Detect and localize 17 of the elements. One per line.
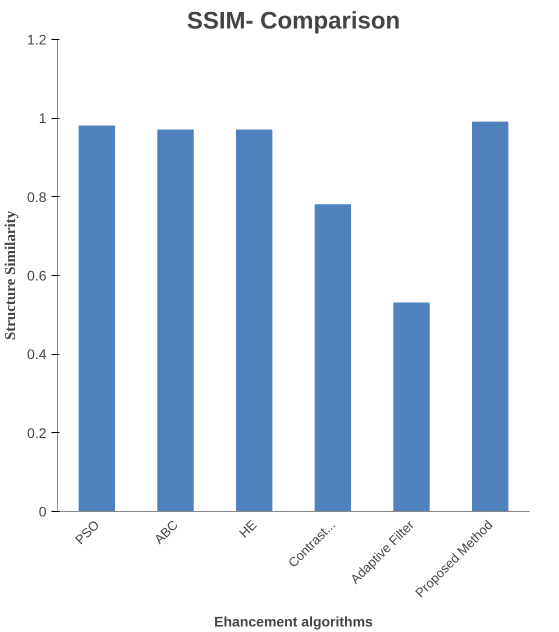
chart-title: SSIM- Comparison	[186, 8, 400, 34]
y-tick-label: 0.8	[27, 188, 47, 205]
bar	[393, 302, 430, 512]
y-tick-label: 0.2	[27, 424, 47, 441]
x-tick-label: HE	[236, 516, 260, 541]
y-tick-label: 1	[38, 110, 47, 126]
y-tick-label: 1.2	[27, 32, 47, 48]
x-axis-title: Ehancement algorithms	[214, 614, 374, 630]
bar	[236, 129, 272, 512]
y-axis-title: Structure Similarity	[3, 210, 20, 340]
y-tick-label: 0	[38, 504, 47, 520]
bar	[78, 126, 116, 512]
y-tick-label: 0.4	[27, 346, 47, 362]
bar	[157, 129, 194, 512]
bar	[472, 122, 508, 512]
bar	[314, 204, 352, 512]
y-tick-label: 0.6	[27, 268, 47, 284]
